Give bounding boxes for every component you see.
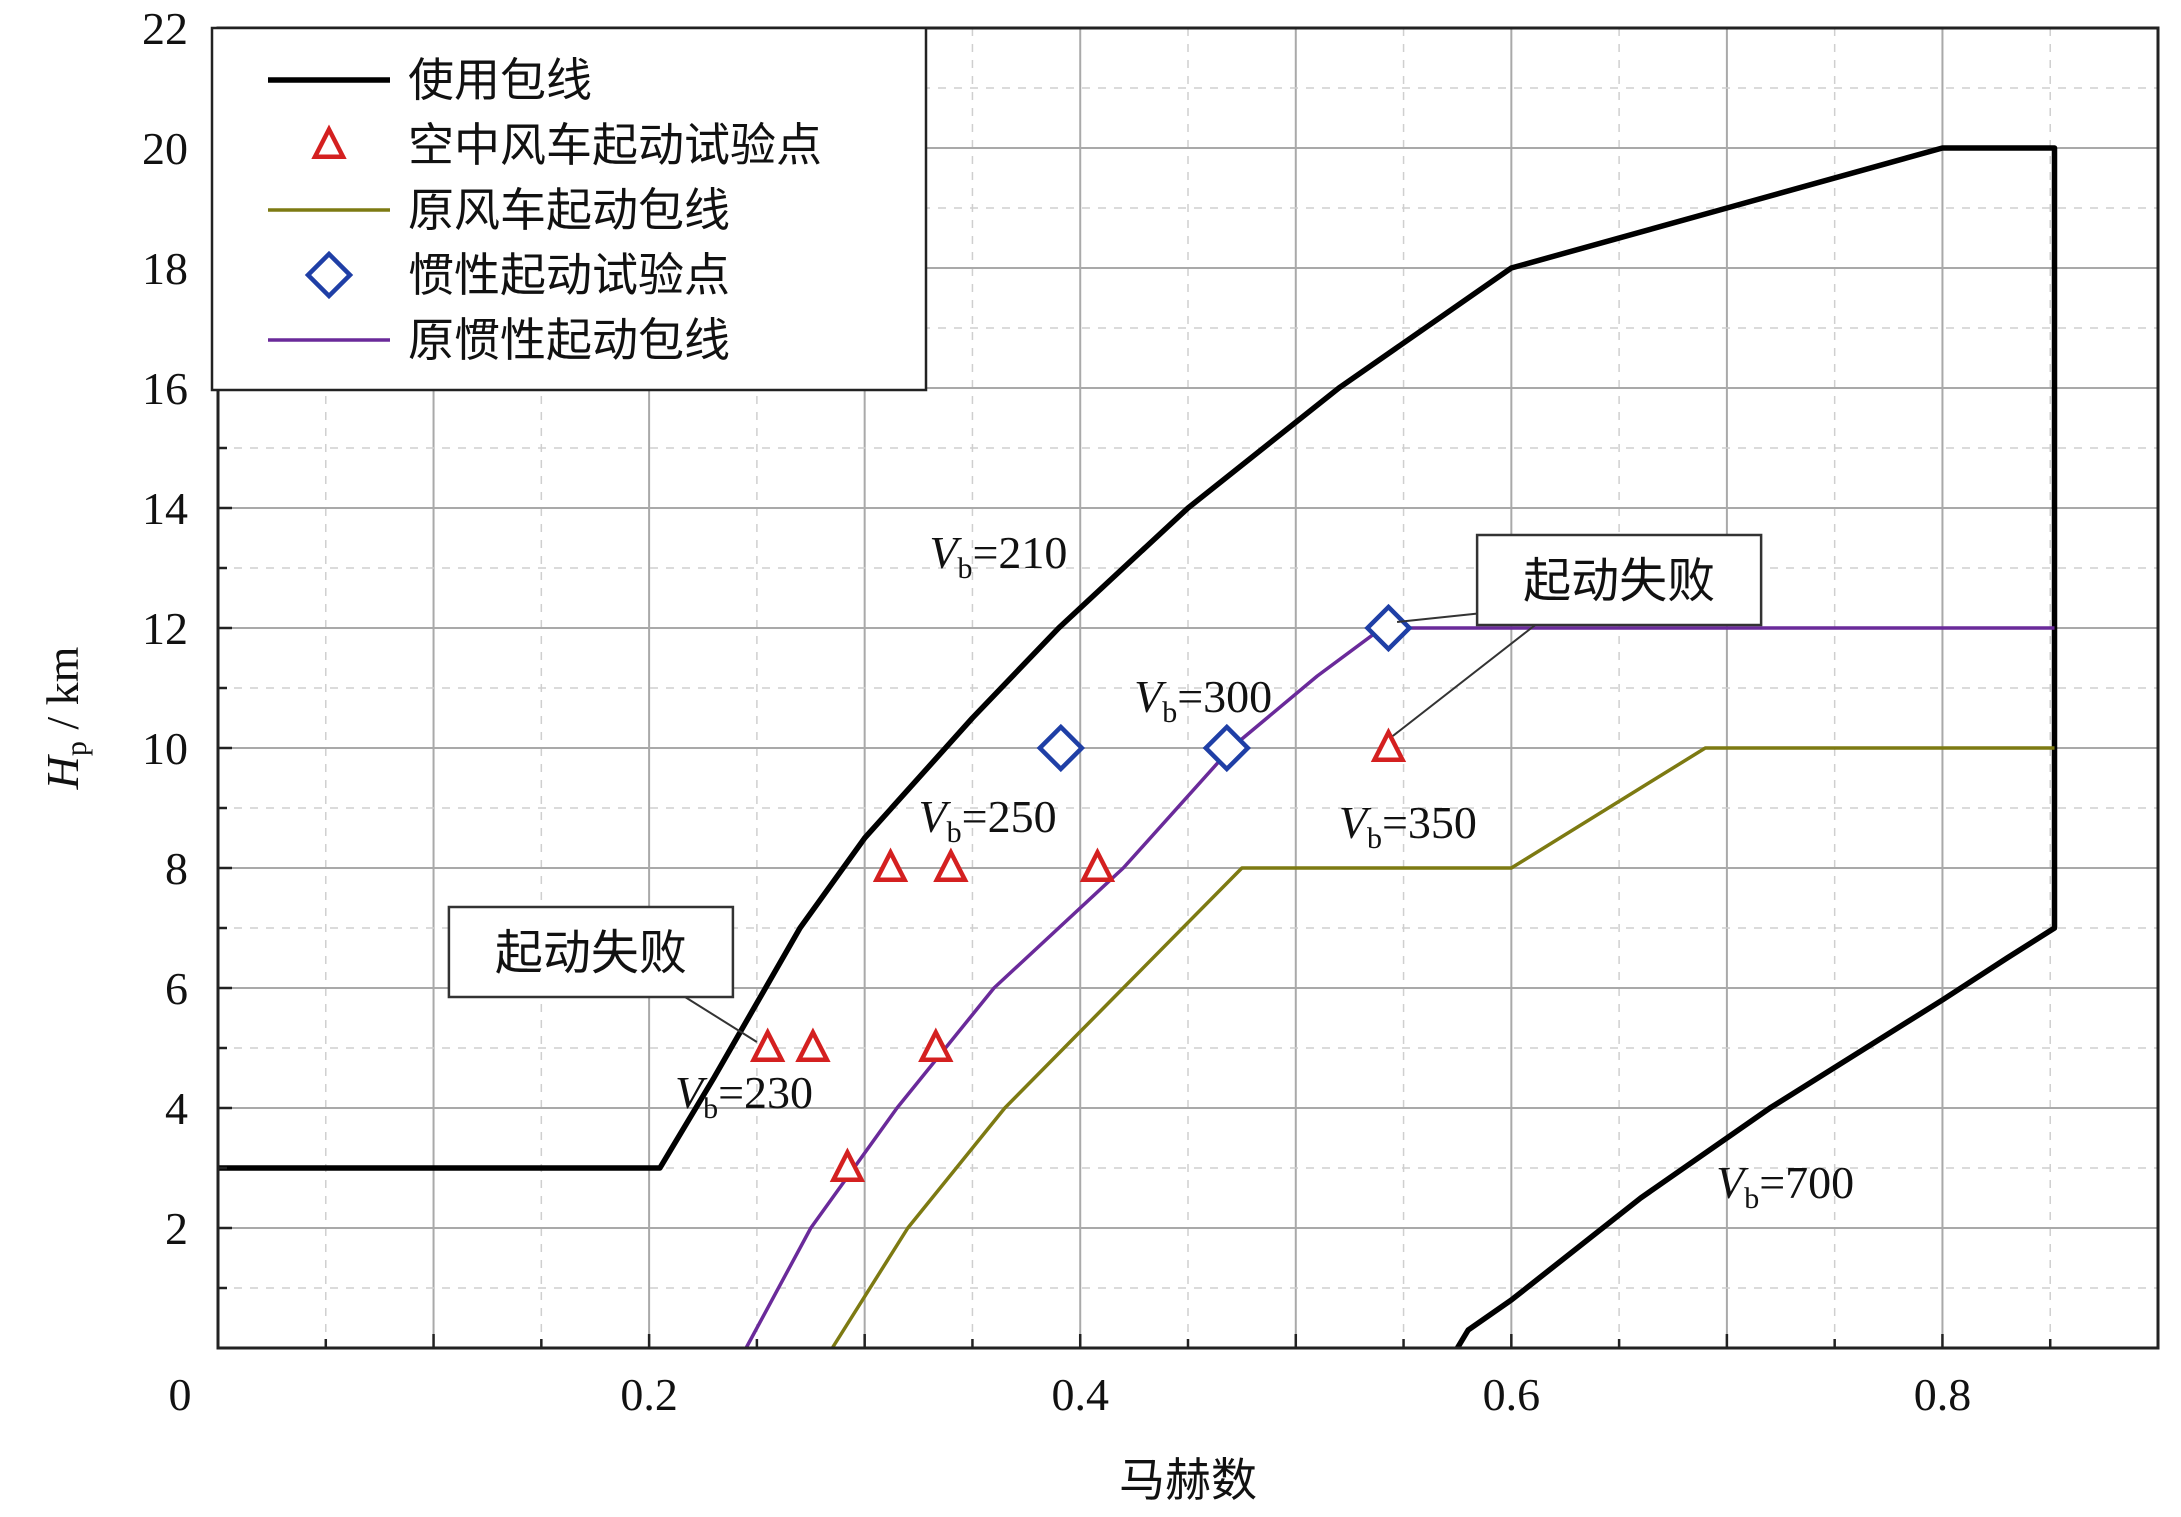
windmill-test-point bbox=[749, 1027, 786, 1062]
axis-ticks: 0 0.2 0.4 0.6 0.8 2 4 6 8 10 12 14 16 18 20 22 bbox=[142, 3, 2052, 1420]
y-tick-label: 14 bbox=[142, 483, 188, 534]
annotation-vb250: Vb=250 bbox=[919, 791, 1057, 849]
windmill-test-point bbox=[1079, 847, 1116, 882]
series-line-原惯性起动包线 bbox=[744, 626, 2055, 1349]
callout-box-fail_left bbox=[447, 905, 735, 999]
legend-label-inertia_points: 惯性起动试验点 bbox=[408, 248, 730, 302]
inertia-test-point bbox=[1202, 723, 1251, 773]
series-line-使用包线 bbox=[218, 145, 2058, 1350]
legend-label-inertia_envelope: 原惯性起动包线 bbox=[408, 313, 730, 367]
callout-text-fail_left: 起动失败 bbox=[495, 925, 687, 981]
y-tick-label: 10 bbox=[142, 723, 188, 774]
callout-text-fail_top: 起动失败 bbox=[1523, 553, 1715, 609]
annotation-vb230: Vb=230 bbox=[675, 1067, 813, 1125]
x-tick-label: 0 bbox=[169, 1369, 192, 1420]
legend-label-windmill_points: 空中风车起动试验点 bbox=[408, 118, 822, 172]
callout-box-fail_top bbox=[1475, 533, 1763, 627]
y-tick-label: 8 bbox=[165, 843, 188, 894]
windmill-test-point bbox=[933, 847, 969, 882]
y-axis-title-symbol: H bbox=[37, 753, 88, 790]
annotations-layer: Vb=210 Vb=250 Vb=300 Vb=230 Vb=350 Vb=700 起动失败… bbox=[447, 527, 1854, 1215]
y-tick-label: 16 bbox=[142, 363, 188, 414]
x-tick-label: 0.2 bbox=[620, 1369, 678, 1420]
x-axis-title: 马赫数 bbox=[1119, 1453, 1257, 1507]
x-tick-label: 0.4 bbox=[1051, 1369, 1109, 1420]
markers-layer bbox=[749, 603, 1413, 1182]
y-axis-title-subscript: p bbox=[60, 741, 93, 756]
series-line-原风车起动包线 bbox=[830, 746, 2055, 1349]
annotation-vb300: Vb=300 bbox=[1134, 671, 1272, 729]
legend-label-envelope: 使用包线 bbox=[408, 53, 592, 107]
y-axis-title-unit: / km bbox=[37, 646, 88, 741]
windmill-test-point bbox=[795, 1027, 831, 1062]
y-tick-label: 2 bbox=[165, 1203, 188, 1254]
annotation-vb350: Vb=350 bbox=[1339, 797, 1477, 855]
windmill-test-point bbox=[1370, 727, 1407, 762]
y-tick-label: 22 bbox=[142, 3, 188, 54]
x-tick-label: 0.8 bbox=[1914, 1369, 1972, 1420]
legend-swatch-inertia_points bbox=[304, 250, 354, 300]
series-layer bbox=[218, 145, 2058, 1350]
annotation-vb700: Vb=700 bbox=[1716, 1157, 1854, 1215]
windmill-test-point bbox=[918, 1027, 954, 1062]
x-tick-label: 0.6 bbox=[1483, 1369, 1541, 1420]
windmill-test-point bbox=[872, 847, 909, 882]
y-tick-label: 18 bbox=[142, 243, 188, 294]
legend-swatch-windmill_points bbox=[311, 124, 347, 159]
y-tick-label: 4 bbox=[165, 1083, 188, 1134]
y-axis-title: Hp / km bbox=[37, 646, 93, 790]
annotation-vb210: Vb=210 bbox=[929, 527, 1067, 585]
svg-text:Hp / km: Hp / km bbox=[37, 646, 93, 790]
legend-label-windmill_envelope: 原风车起动包线 bbox=[408, 183, 730, 237]
y-tick-label: 12 bbox=[142, 603, 188, 654]
y-tick-label: 6 bbox=[165, 963, 188, 1014]
inertia-test-point bbox=[1036, 723, 1086, 773]
callout-leader bbox=[1392, 609, 1556, 737]
y-tick-label: 20 bbox=[142, 123, 188, 174]
windmill-test-point bbox=[829, 1147, 866, 1182]
